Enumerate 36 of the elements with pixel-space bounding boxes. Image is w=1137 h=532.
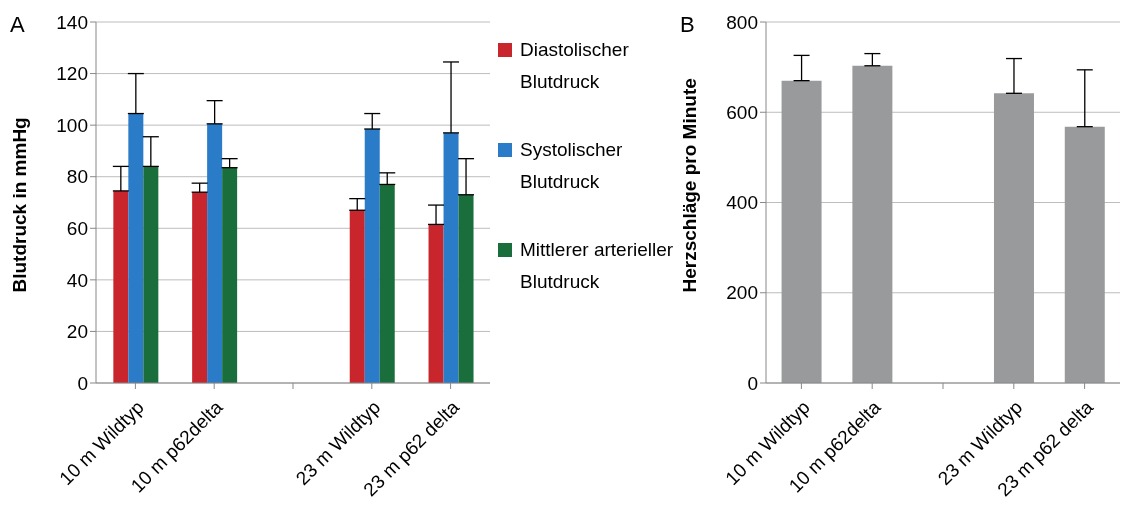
legend-label: Mittlerer arterieller Blutdruck <box>520 238 675 294</box>
y-tick-label: 60 <box>66 218 88 240</box>
y-tick-label: 0 <box>747 372 758 394</box>
y-tick-label: 800 <box>726 11 758 33</box>
y-tick-label: 120 <box>56 63 88 85</box>
bar <box>1064 126 1105 383</box>
y-tick-label: 200 <box>726 282 758 304</box>
legend-label: Diastolischer Blutdruck <box>520 38 630 94</box>
y-axis-title: Herzschläge pro Minute <box>678 78 700 293</box>
legend-label: Systolischer Blutdruck <box>520 138 624 194</box>
y-tick-label: 400 <box>726 192 758 214</box>
y-tick-label: 600 <box>726 102 758 123</box>
y-tick-label: 20 <box>66 321 88 343</box>
bar <box>113 190 129 383</box>
bar <box>222 167 238 383</box>
y-tick-label: 0 <box>77 372 88 394</box>
bar <box>143 166 159 383</box>
y-axis-title: Blutdruck in mmHg <box>8 117 30 293</box>
y-tick-label: 140 <box>56 11 88 33</box>
bar <box>349 210 365 383</box>
bar <box>128 113 144 383</box>
y-tick-label: 80 <box>66 166 88 188</box>
bar <box>443 132 459 383</box>
bar <box>192 192 208 383</box>
bar <box>781 80 822 383</box>
bar <box>852 65 893 383</box>
bar <box>993 93 1034 383</box>
bar <box>207 123 223 383</box>
text: B <box>680 12 695 38</box>
bar <box>458 194 474 383</box>
bar <box>428 224 444 383</box>
y-tick-label: 40 <box>66 269 88 291</box>
text: A <box>10 12 25 38</box>
y-tick-label: 100 <box>56 114 88 136</box>
bar <box>379 184 395 383</box>
bar <box>364 129 380 383</box>
